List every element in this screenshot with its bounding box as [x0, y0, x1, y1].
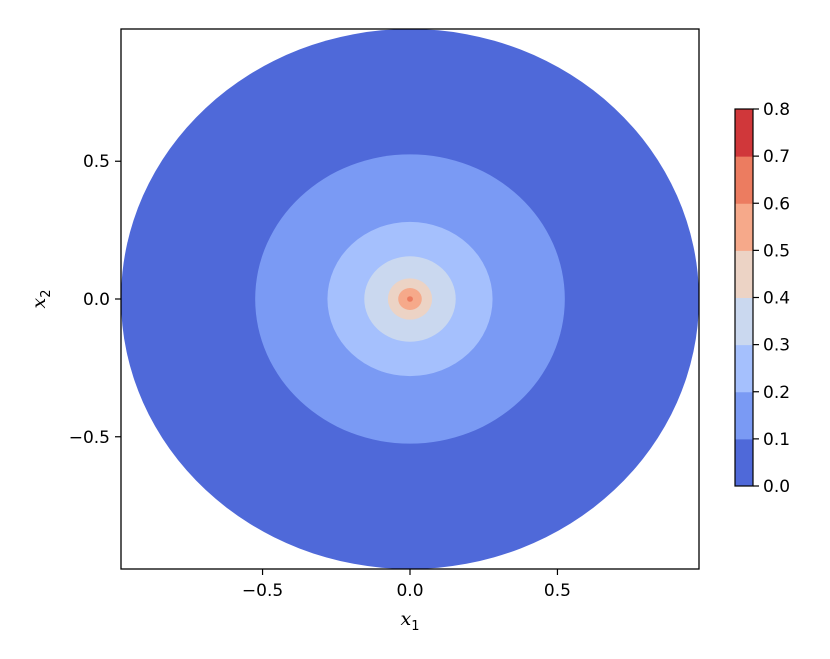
colorbar-tick-label: 0.6 [763, 194, 790, 214]
colorbar-tick-label: 0.8 [763, 100, 790, 120]
plot-area [120, 28, 700, 570]
x-axis: −0.5 0.0 0.5 [242, 569, 571, 601]
y-tick-label: 0.0 [83, 290, 110, 310]
x-tick-label: 0.0 [396, 581, 423, 601]
colorbar-band [735, 391, 753, 440]
contour-regions [121, 29, 699, 569]
colorbar-band [735, 344, 753, 393]
colorbar-band [735, 156, 753, 204]
y-axis: −0.5 0.0 0.5 [69, 152, 121, 448]
colorbar-tick-label: 0.1 [763, 430, 790, 450]
x-tick-label: −0.5 [242, 581, 283, 601]
colorbar-tick-label: 0.0 [763, 477, 790, 497]
colorbar-tick-label: 0.5 [763, 241, 790, 261]
colorbar: 0.0 0.1 0.2 0.3 0.4 0.5 0.6 0.7 0.8 [734, 100, 790, 497]
colorbar-tick-label: 0.2 [763, 383, 790, 403]
x-tick-label: 0.5 [544, 581, 571, 601]
y-tick-label: −0.5 [69, 428, 110, 448]
colorbar-tick-label: 0.4 [763, 289, 790, 309]
y-axis-label: x2 [28, 290, 54, 309]
contour-region-6 [407, 296, 413, 302]
colorbar-tick-label: 0.3 [763, 336, 790, 356]
y-tick-label: 0.5 [83, 152, 110, 172]
colorbar-band [735, 203, 753, 251]
x-axis-label: x1 [401, 608, 420, 634]
colorbar-band [735, 297, 753, 346]
colorbar-band [735, 250, 753, 298]
colorbar-band [735, 109, 753, 157]
colorbar-tick-label: 0.7 [763, 147, 790, 167]
colorbar-band [735, 438, 753, 487]
